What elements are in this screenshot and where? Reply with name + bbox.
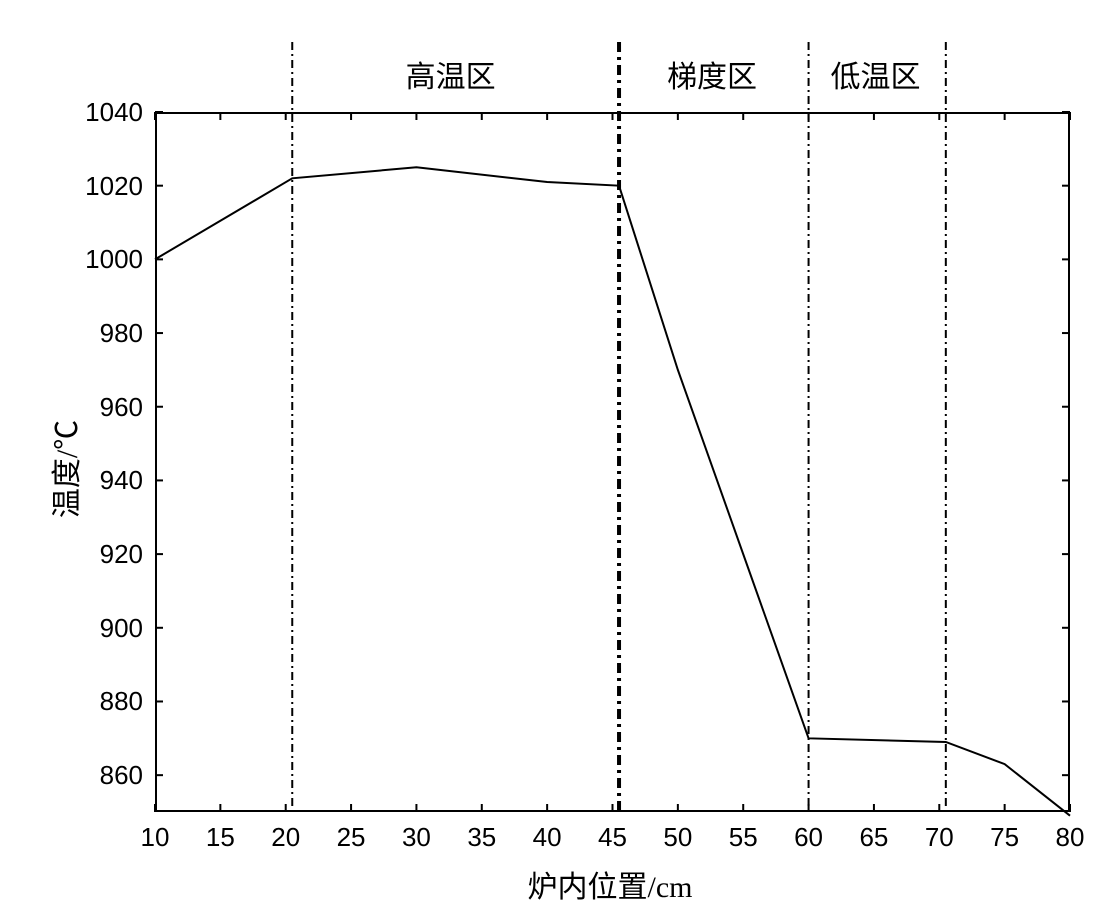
x-tick-label: 30: [402, 822, 431, 853]
x-tick-label: 80: [1056, 822, 1085, 853]
y-tick-label: 900: [100, 613, 143, 644]
y-tick-label: 920: [100, 539, 143, 570]
y-axis-label: 温度/℃: [42, 420, 86, 518]
x-tick-label: 35: [467, 822, 496, 853]
x-tick-label: 55: [729, 822, 758, 853]
y-tick-label: 1040: [85, 97, 143, 128]
region-label: 梯度区: [667, 52, 757, 96]
y-tick-label: 1020: [85, 171, 143, 202]
x-axis-label: 炉内位置/cm: [528, 862, 693, 906]
y-tick-label: 1000: [85, 244, 143, 275]
region-label: 低温区: [830, 52, 920, 96]
x-tick-label: 45: [598, 822, 627, 853]
x-tick-label: 40: [533, 822, 562, 853]
x-tick-label: 75: [990, 822, 1019, 853]
x-tick-label: 50: [663, 822, 692, 853]
x-tick-label: 65: [859, 822, 888, 853]
y-tick-label: 960: [100, 392, 143, 423]
y-tick-label: 860: [100, 760, 143, 791]
plot-area: [155, 112, 1070, 812]
x-tick-label: 20: [271, 822, 300, 853]
x-tick-label: 10: [141, 822, 170, 853]
x-tick-label: 25: [337, 822, 366, 853]
temperature-profile-chart: 温度/℃ 炉内位置/cm 高温区 梯度区 低温区 10 15 20 25 30 35 40 45 5…: [0, 0, 1118, 919]
x-tick-label: 70: [925, 822, 954, 853]
region-label: 高温区: [406, 52, 496, 96]
x-tick-label: 15: [206, 822, 235, 853]
x-tick-label: 60: [794, 822, 823, 853]
y-tick-label: 980: [100, 318, 143, 349]
y-tick-label: 940: [100, 465, 143, 496]
y-tick-label: 880: [100, 686, 143, 717]
